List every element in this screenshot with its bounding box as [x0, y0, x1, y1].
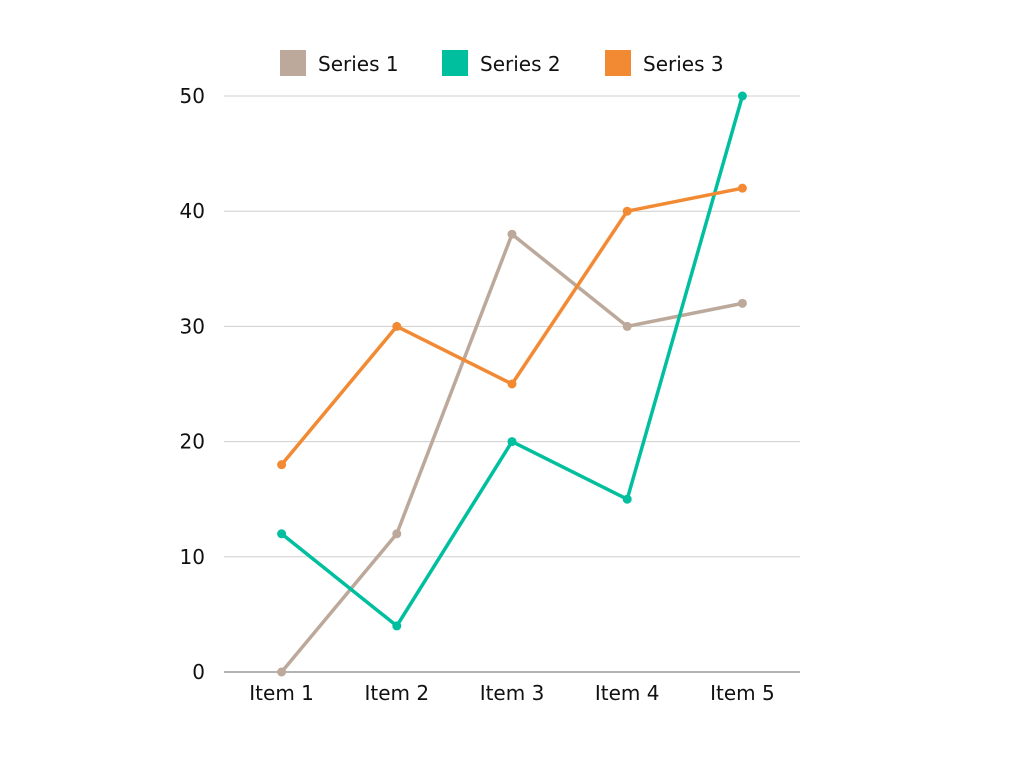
data-point	[392, 321, 402, 331]
x-axis-ticks: Item 1 Item 2 Item 3 Item 4 Item 5	[249, 681, 774, 705]
y-axis-ticks: 0 10 20 30 40 50	[180, 84, 205, 684]
legend-item: Series 2	[442, 50, 561, 76]
y-tick-label: 40	[180, 199, 205, 223]
data-point	[622, 321, 632, 331]
series-line	[279, 94, 745, 628]
x-tick-label: Item 1	[249, 681, 314, 705]
y-tick-label: 30	[180, 314, 205, 338]
series-1	[277, 229, 747, 677]
data-point	[622, 206, 632, 216]
data-point	[392, 529, 402, 539]
series-line	[279, 232, 745, 674]
x-tick-label: Item 2	[364, 681, 429, 705]
x-tick-label: Item 4	[595, 681, 660, 705]
data-point	[507, 437, 517, 447]
data-point	[507, 229, 517, 239]
series-3	[277, 183, 747, 470]
legend: Series 1 Series 2 Series 3	[280, 50, 724, 76]
data-point	[507, 379, 517, 389]
series-2	[277, 91, 747, 631]
data-point	[737, 298, 747, 308]
legend-item: Series 3	[605, 50, 724, 76]
series-group	[277, 91, 747, 677]
data-point	[622, 494, 632, 504]
data-point	[737, 183, 747, 193]
x-tick-label: Item 3	[480, 681, 545, 705]
data-point	[277, 529, 287, 539]
y-tick-label: 0	[192, 660, 205, 684]
legend-label: Series 3	[643, 52, 724, 76]
data-point	[737, 91, 747, 101]
legend-swatch	[442, 50, 468, 76]
legend-swatch	[605, 50, 631, 76]
data-point	[392, 621, 402, 631]
y-tick-label: 50	[180, 84, 205, 108]
legend-label: Series 2	[480, 52, 561, 76]
y-tick-label: 20	[180, 430, 205, 454]
data-point	[277, 667, 287, 677]
y-tick-label: 10	[180, 545, 205, 569]
legend-item: Series 1	[280, 50, 399, 76]
legend-label: Series 1	[318, 52, 399, 76]
legend-swatch	[280, 50, 306, 76]
data-point	[277, 460, 287, 470]
x-tick-label: Item 5	[710, 681, 775, 705]
